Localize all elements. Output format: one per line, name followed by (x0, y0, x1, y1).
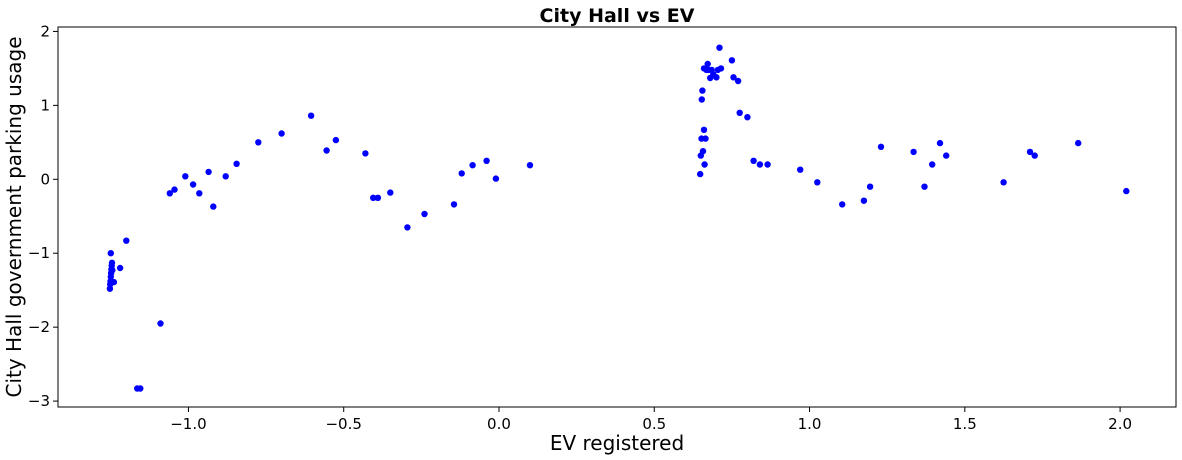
data-point (866, 183, 874, 190)
data-point (698, 96, 705, 103)
data-point (936, 139, 944, 147)
x-tick-label: 1.0 (798, 415, 822, 433)
data-point (450, 201, 458, 208)
data-point (182, 173, 189, 180)
data-point (736, 109, 743, 117)
data-point (728, 57, 736, 64)
y-tick-label: 2 (40, 22, 50, 40)
x-axis-title: EV registered (550, 431, 684, 455)
chart-title: City Hall vs EV (540, 5, 695, 27)
data-point (943, 152, 950, 159)
data-point (107, 250, 115, 257)
data-point (116, 264, 124, 272)
data-point (210, 203, 217, 210)
data-point (108, 259, 116, 266)
data-point (323, 147, 330, 154)
data-point (734, 77, 742, 85)
y-axis-ticks: −3 −2 −1 0 1 2 (28, 22, 58, 410)
data-point (764, 161, 771, 168)
y-tick-label: −1 (28, 244, 50, 262)
data-point (255, 139, 262, 146)
data-point (797, 166, 804, 173)
data-point (704, 60, 711, 68)
data-point (860, 197, 868, 204)
data-point (387, 189, 394, 196)
data-point (196, 190, 203, 197)
x-tick-label: 2.0 (1108, 415, 1132, 433)
data-point (370, 194, 377, 201)
x-tick-label: 1.5 (953, 415, 977, 433)
data-point (483, 157, 490, 164)
data-point (137, 385, 144, 392)
data-point (189, 181, 197, 188)
data-point (1123, 187, 1130, 195)
data-point (492, 175, 500, 182)
data-point (1075, 139, 1082, 147)
data-point (1000, 179, 1007, 186)
data-point (109, 267, 116, 274)
y-tick-label: 1 (40, 96, 50, 114)
data-point (701, 161, 708, 168)
data-point (123, 237, 130, 244)
data-point (716, 44, 723, 51)
x-tick-label: −1.0 (170, 415, 206, 433)
data-point (526, 162, 534, 169)
data-point (839, 201, 846, 208)
plot-area-frame (57, 26, 1177, 408)
data-point (421, 210, 428, 218)
data-point (929, 161, 936, 168)
y-tick-label: 0 (40, 170, 50, 188)
data-point (756, 161, 764, 168)
y-tick-label: −3 (28, 392, 50, 410)
data-point (910, 148, 917, 156)
data-point (750, 157, 757, 164)
data-point (332, 136, 340, 144)
x-tick-label: −0.5 (325, 415, 361, 433)
data-point (1026, 148, 1034, 156)
data-point (157, 320, 164, 327)
data-point (307, 112, 315, 119)
data-point (697, 170, 704, 178)
data-point (1031, 152, 1038, 159)
data-point (699, 148, 707, 155)
data-points (106, 44, 1130, 392)
data-point (110, 278, 118, 286)
data-point (374, 194, 382, 201)
data-point (404, 224, 411, 231)
x-tick-label: 0.0 (487, 415, 511, 433)
data-point (700, 126, 708, 133)
data-point (744, 114, 751, 121)
data-point (814, 179, 821, 186)
data-point (233, 160, 240, 167)
data-point (166, 190, 173, 197)
data-point (278, 130, 285, 137)
data-point (702, 135, 709, 142)
data-point (717, 65, 725, 72)
x-axis-ticks: −1.0 −0.5 0.0 0.5 1.0 1.5 2.0 (170, 407, 1132, 433)
data-point (222, 173, 229, 180)
data-point (877, 143, 885, 150)
data-point (458, 170, 465, 177)
x-tick-label: 0.5 (642, 415, 666, 433)
data-point (699, 87, 706, 94)
data-point (730, 74, 737, 81)
data-point (171, 186, 178, 193)
y-tick-label: −2 (28, 318, 50, 336)
data-point (469, 162, 476, 169)
data-point (713, 74, 720, 81)
data-point (205, 168, 212, 176)
data-point (921, 183, 928, 190)
y-axis-title: City Hall government parking usage (2, 37, 26, 398)
data-point (362, 150, 369, 157)
